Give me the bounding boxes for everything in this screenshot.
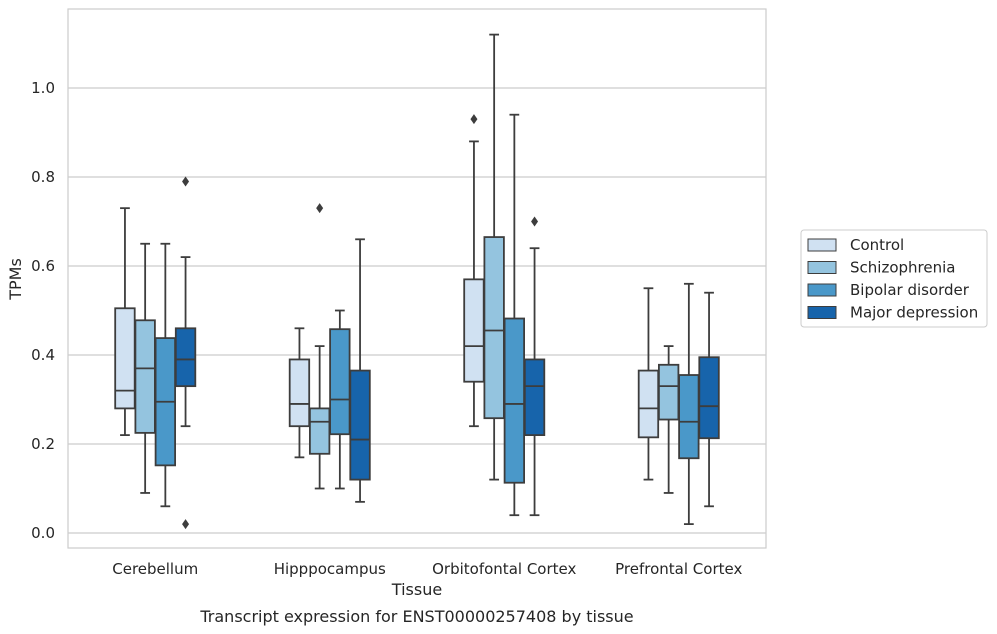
box-iqr (637, 369, 660, 439)
box-group (483, 33, 505, 481)
box-group (678, 282, 700, 525)
box-iqr (329, 328, 351, 436)
outlier-marker (531, 216, 539, 227)
box-group (114, 207, 136, 437)
y-tick-labels: 0.0 0.2 0.4 0.6 0.8 1.0 (31, 79, 55, 542)
axes-frame (67, 8, 767, 549)
box-group (698, 291, 720, 508)
y-tick-label: 0.8 (31, 168, 55, 186)
outlier-marker (182, 519, 190, 530)
box-iqr (349, 369, 371, 481)
x-axis-label: Tissue (391, 580, 442, 599)
x-tick-label: Hipppocampus (274, 560, 386, 578)
legend-swatch (807, 238, 837, 252)
box-iqr (174, 327, 197, 388)
legend-label: Major depression (850, 304, 978, 322)
legend-frame (800, 229, 988, 328)
box-group (329, 309, 351, 490)
box-group (523, 216, 546, 517)
box-iqr (288, 358, 311, 428)
plot-area (114, 33, 720, 530)
y-tick-label: 0.2 (31, 435, 55, 453)
x-tick-label: Prefrontal Cortex (615, 560, 742, 578)
y-tick-label: 0.6 (31, 257, 55, 275)
box-group (134, 242, 156, 494)
box-iqr (308, 407, 331, 455)
legend-swatch (807, 261, 837, 274)
figure-caption: Transcript expression for ENST0000025740… (199, 607, 633, 626)
box-group (308, 203, 331, 490)
outlier-marker (470, 114, 478, 125)
box-group (637, 287, 660, 481)
box-iqr (698, 356, 720, 440)
box-iqr (134, 319, 156, 434)
box-group (463, 114, 485, 428)
box-iqr (503, 317, 526, 484)
legend-label: Control (850, 236, 904, 254)
legend: Control Schizophrenia Bipolar disorder Majo… (800, 229, 988, 328)
box-group (288, 327, 311, 459)
box-group (174, 176, 197, 530)
legend-label: Schizophrenia (850, 259, 955, 277)
box-group (503, 113, 526, 517)
box-iqr (463, 278, 485, 383)
legend-label: Bipolar disorder (850, 281, 970, 299)
outlier-marker (316, 203, 324, 214)
box-iqr (114, 307, 136, 410)
box-iqr (483, 236, 505, 420)
box-group (154, 242, 177, 508)
outlier-marker (182, 176, 190, 187)
box-group (349, 238, 371, 503)
y-tick-label: 0.4 (31, 346, 55, 364)
box-iqr (523, 358, 546, 437)
box-iqr (678, 374, 700, 460)
legend-swatch (807, 283, 837, 297)
box-iqr (658, 363, 680, 421)
y-axis-label: TPMs (6, 258, 25, 301)
y-tick-label: 0.0 (31, 524, 55, 542)
x-tick-labels: Cerebellum Hipppocampus Orbitofontal Corte… (112, 560, 742, 578)
x-tick-label: Cerebellum (112, 560, 198, 578)
box-group (658, 345, 680, 494)
legend-swatch (807, 306, 837, 319)
y-tick-label: 1.0 (31, 79, 55, 97)
x-tick-label: Orbitofontal Cortex (432, 560, 576, 578)
